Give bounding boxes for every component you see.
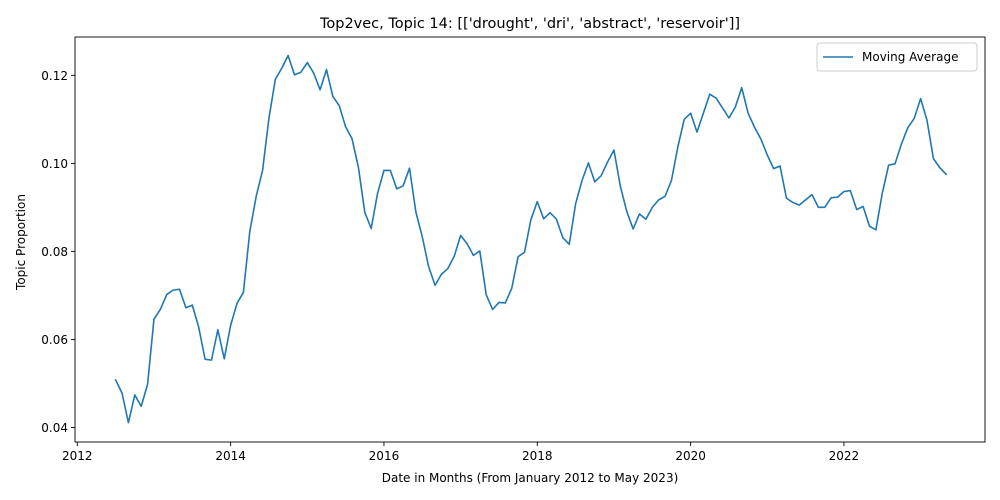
y-tick-label: 0.10 — [41, 157, 68, 171]
legend-box — [816, 42, 978, 72]
x-tick-label: 2018 — [522, 449, 553, 463]
x-tick-label: 2014 — [215, 449, 246, 463]
x-tick-label: 2012 — [62, 449, 93, 463]
y-tick-label: 0.12 — [41, 69, 68, 83]
legend-label: Moving Average — [862, 50, 958, 64]
series-line-moving-average — [114, 54, 948, 424]
legend: Moving Average — [816, 42, 978, 72]
plot-area: 2012 2014 2016 2018 2020 2022 0.04 0.06 0.08 0.10… — [41, 36, 986, 463]
x-axis-label: Date in Months (From January 2012 to May… — [382, 471, 679, 485]
x-tick-label: 2020 — [675, 449, 706, 463]
axes-frame — [74, 36, 986, 443]
x-tick-label: 2016 — [369, 449, 400, 463]
y-tick-label: 0.04 — [41, 421, 68, 435]
y-axis-label: Topic Proportion — [14, 194, 28, 291]
x-tick-label: 2022 — [829, 449, 860, 463]
y-tick-label: 0.08 — [41, 245, 68, 259]
y-tick-label: 0.06 — [41, 333, 68, 347]
chart-title: Top2vec, Topic 14: [['drought', 'dri', '… — [319, 16, 740, 32]
